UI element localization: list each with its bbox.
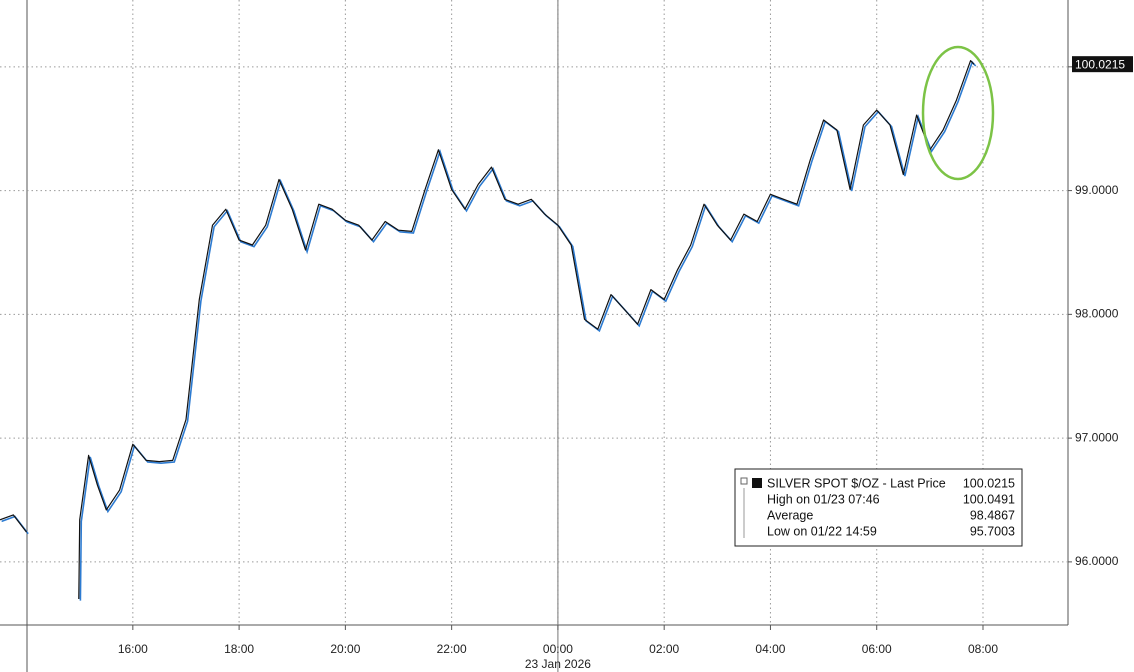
legend-title: SILVER SPOT $/OZ - Last Price xyxy=(767,476,946,490)
x-tick-label: 16:00 xyxy=(118,642,148,656)
legend-row-value: 100.0491 xyxy=(963,492,1015,506)
y-tick-label: 98.0000 xyxy=(1075,307,1119,321)
legend-swatch xyxy=(752,478,762,488)
legend-value: 100.0215 xyxy=(963,476,1015,490)
highlight-ellipse xyxy=(921,45,995,181)
x-tick-label: 18:00 xyxy=(224,642,254,656)
x-tick-label: 00:00 xyxy=(543,642,573,656)
x-date-label: 23 Jan 2026 xyxy=(525,657,591,671)
y-tick-label: 96.0000 xyxy=(1075,554,1119,568)
x-tick-label: 20:00 xyxy=(330,642,360,656)
legend-row-label: Average xyxy=(767,508,813,522)
grid xyxy=(0,0,1068,672)
x-tick-label: 22:00 xyxy=(437,642,467,656)
legend-collapse-icon xyxy=(740,477,748,485)
x-tick-label: 04:00 xyxy=(755,642,785,656)
last-price-label: 100.0215 xyxy=(1075,57,1125,71)
legend: SILVER SPOT $/OZ - Last Price 100.0215 H… xyxy=(734,468,1023,547)
legend-row-value: 95.7003 xyxy=(970,524,1015,538)
lines xyxy=(0,60,977,601)
series-line xyxy=(0,60,975,600)
last-price-tag xyxy=(1072,56,1133,73)
legend-row-label: High on 01/23 07:46 xyxy=(767,492,880,506)
x-tick-label: 08:00 xyxy=(968,642,998,656)
x-tick-label: 02:00 xyxy=(649,642,679,656)
legend-row-value: 98.4867 xyxy=(970,508,1015,522)
axes: 96.000097.000098.000099.0000100.000016:0… xyxy=(118,56,1133,671)
legend-box xyxy=(734,468,1023,547)
y-tick-label: 99.0000 xyxy=(1075,183,1119,197)
legend-row-label: Low on 01/22 14:59 xyxy=(767,524,877,538)
y-tick-label: 97.0000 xyxy=(1075,430,1119,444)
x-tick-label: 06:00 xyxy=(862,642,892,656)
